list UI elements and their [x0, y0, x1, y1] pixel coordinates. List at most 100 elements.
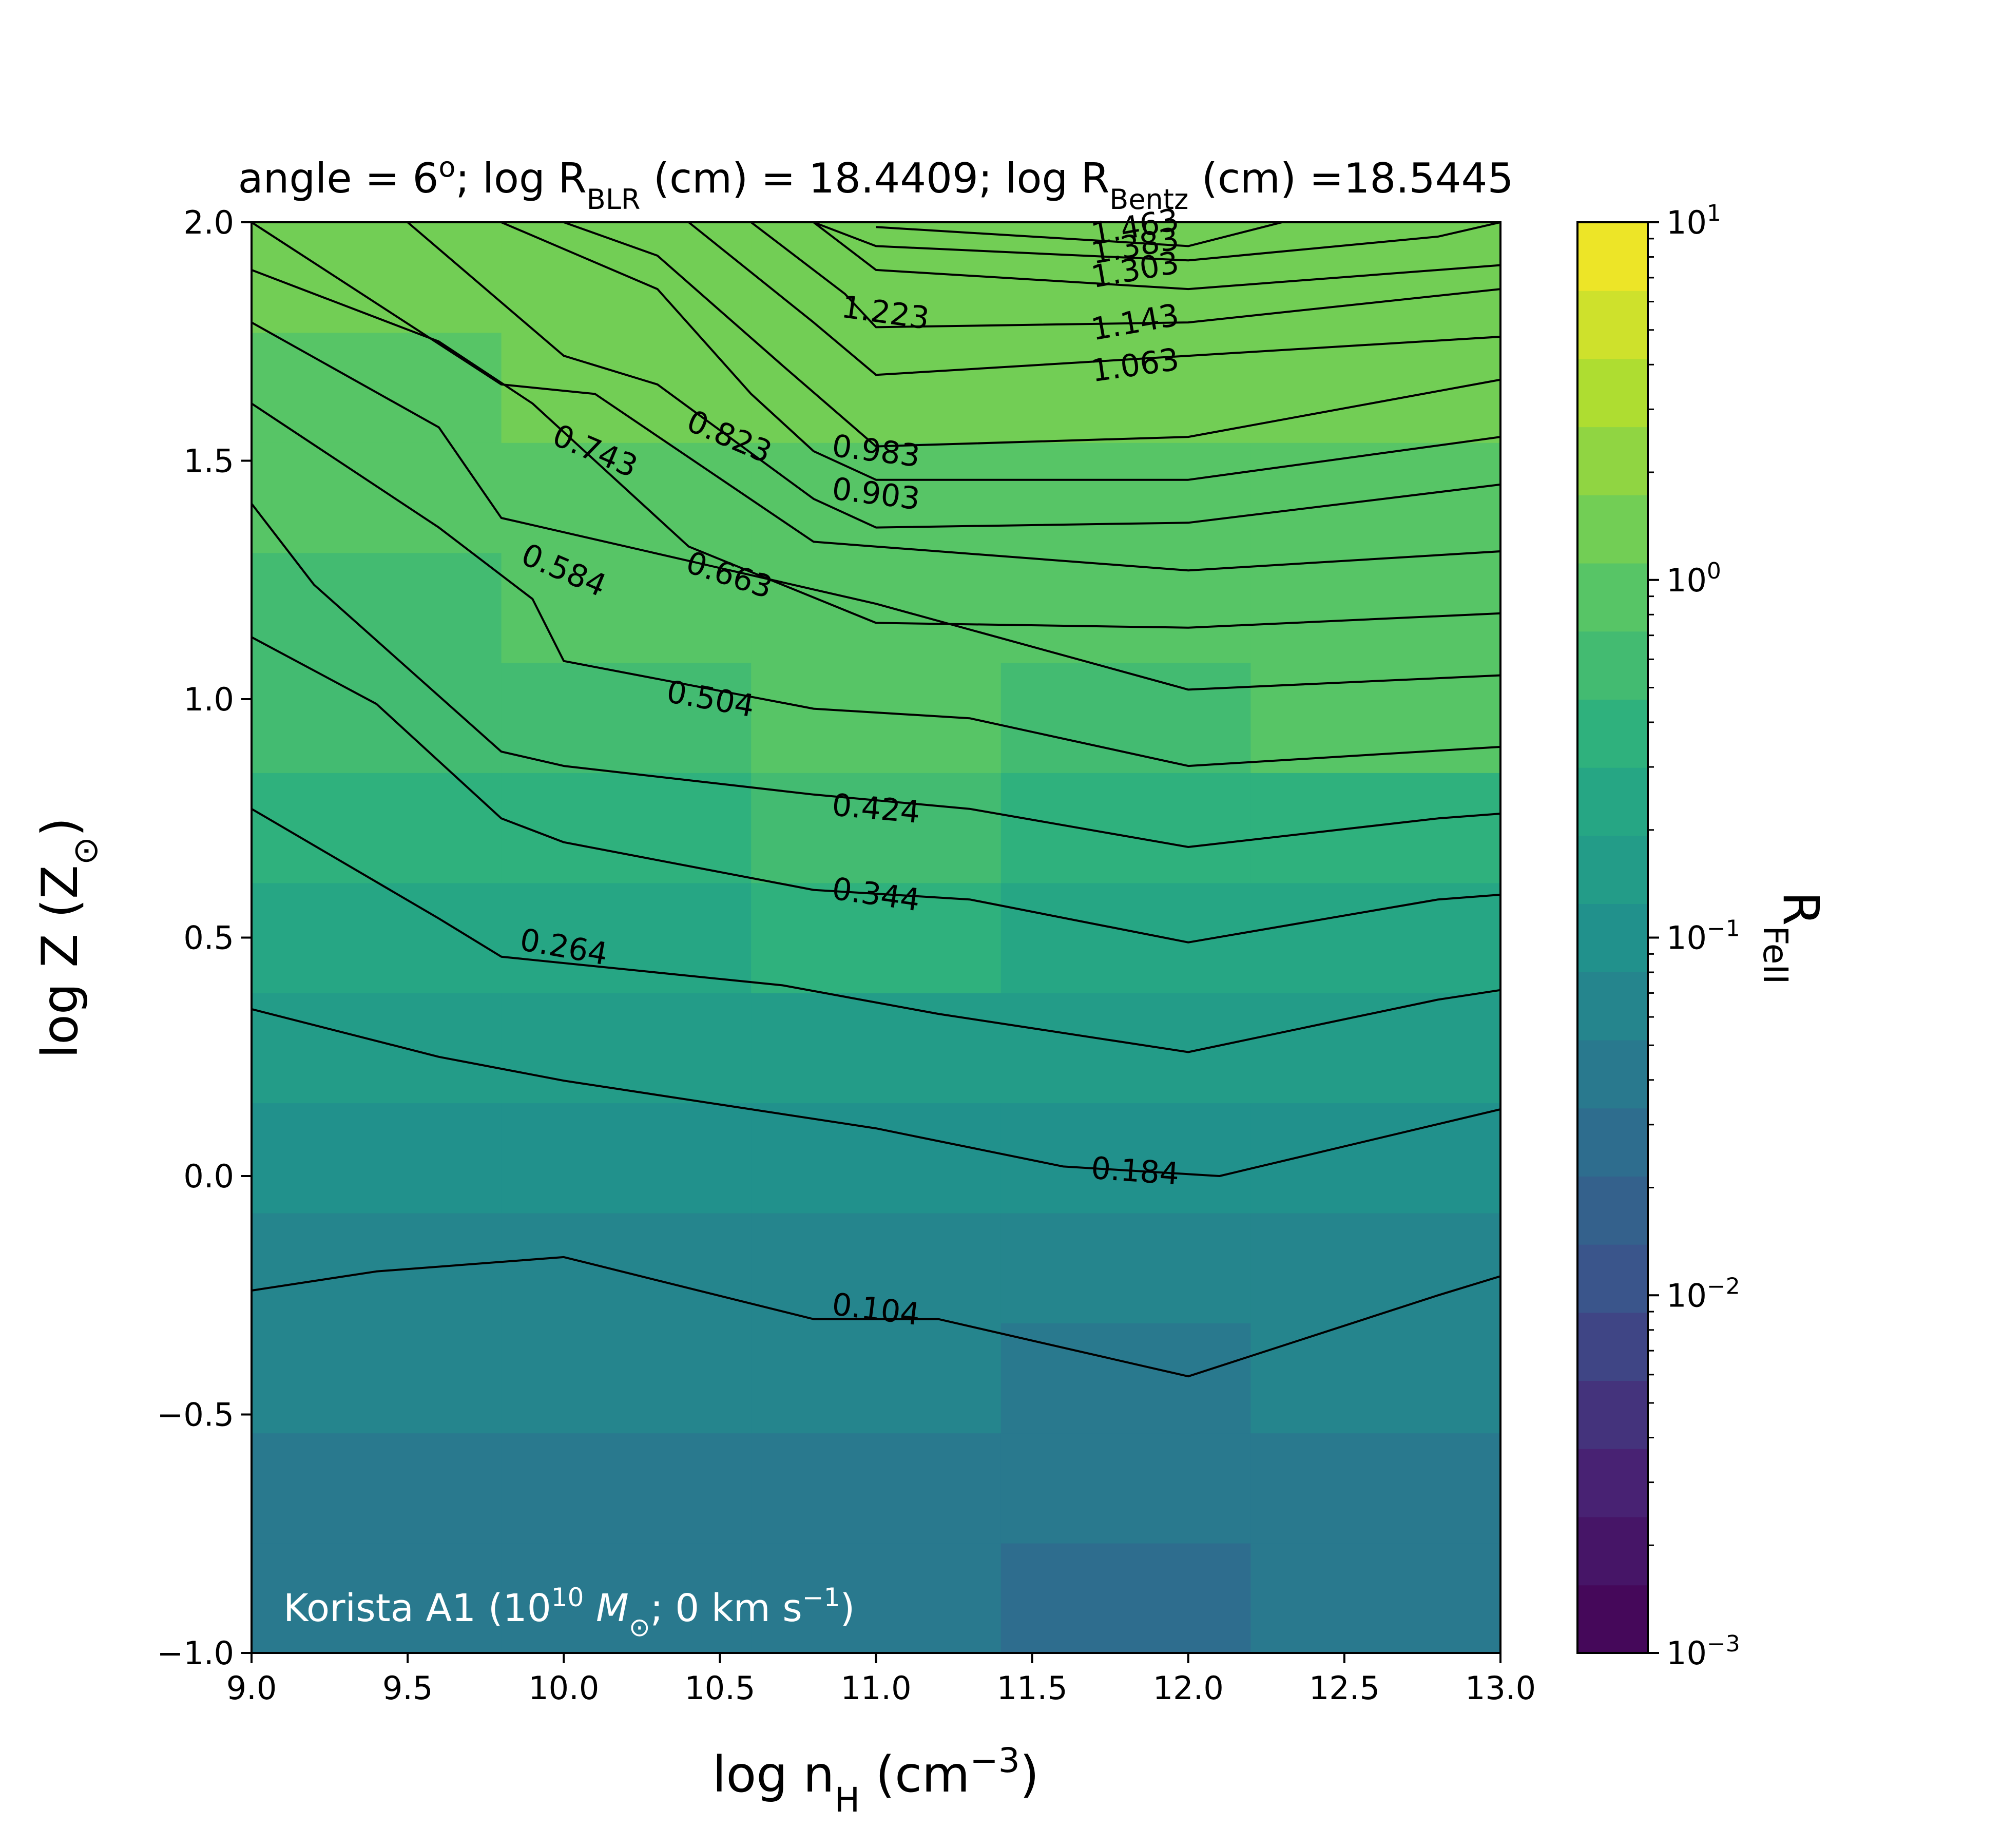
contour-lines	[252, 222, 1500, 1378]
colorbar-band	[1577, 1448, 1648, 1517]
heatmap-cell	[1250, 442, 1500, 553]
heatmap-cell	[501, 1433, 752, 1544]
y-tick-label: 1.5	[183, 442, 234, 480]
contour-line-0.104	[252, 1256, 1500, 1378]
heatmap-cell	[252, 1212, 502, 1323]
heatmap-cell	[1000, 992, 1252, 1104]
contour-line-1.143	[750, 222, 1500, 329]
x-tick-label: 12.0	[1153, 1669, 1224, 1707]
heatmap-cell	[1250, 992, 1500, 1104]
y-tick-label: 1.0	[183, 681, 234, 718]
y-tick-label: 0.0	[183, 1158, 234, 1195]
heatmap-cell	[252, 1322, 502, 1434]
heatmap-cell	[1000, 552, 1252, 663]
contour-label-group: 0.424	[831, 787, 921, 831]
x-tick-label: 10.5	[684, 1669, 755, 1707]
contour-line-0.823	[407, 222, 1500, 529]
heatmap-cell	[252, 442, 502, 553]
colorbar-band	[1577, 631, 1648, 700]
x-tick-label: 12.5	[1309, 1669, 1380, 1707]
contour-line-0.504	[252, 402, 1500, 767]
heatmap-cell	[252, 992, 502, 1104]
contour-line-0.903	[500, 222, 1500, 481]
colorbar-band	[1577, 1312, 1648, 1381]
x-tick-label: 11.0	[840, 1669, 911, 1707]
colorbar-ticks: 10−3 10−2 10−1 100 101	[1648, 200, 1740, 1672]
contour-line-0.264	[252, 807, 1500, 1053]
colorbar-band	[1577, 222, 1648, 291]
colorbar-band	[1577, 563, 1648, 632]
heatmap-cell	[1250, 1433, 1500, 1544]
heatmap-cell	[1250, 1322, 1500, 1434]
heatmap-cell	[1000, 1433, 1252, 1544]
heatmap-cell	[501, 772, 752, 883]
x-tick-label: 9.0	[226, 1669, 277, 1707]
heatmap-cell	[751, 1322, 1002, 1434]
heatmap-cell	[501, 1543, 752, 1653]
heatmap-cell	[751, 992, 1002, 1104]
heatmap-cell	[501, 1322, 752, 1434]
heatmap-cell	[751, 552, 1002, 663]
colorbar-band	[1577, 1585, 1648, 1653]
heatmap-cell	[751, 1543, 1002, 1653]
heatmap-cells	[252, 222, 1500, 1653]
heatmap-cell	[1250, 662, 1500, 773]
colorbar-band	[1577, 358, 1648, 428]
colorbar-band	[1577, 494, 1648, 564]
colorbar-band	[1577, 767, 1648, 836]
heatmap-cell	[501, 882, 752, 993]
contour-label: 0.424	[831, 787, 921, 831]
heatmap-cell	[751, 442, 1002, 553]
y-tick-label: −0.5	[157, 1396, 234, 1434]
heatmap-cell	[751, 1212, 1002, 1323]
colorbar-band	[1577, 835, 1648, 904]
y-axis-ticks: −1.0 −0.5 0.0 0.5 1.0 1.5 2.0	[157, 204, 252, 1672]
heatmap-cell	[751, 1103, 1002, 1214]
heatmap-cell	[252, 882, 502, 993]
heatmap-cell	[501, 1103, 752, 1214]
x-tick-label: 13.0	[1465, 1669, 1536, 1707]
colorbar	[1577, 222, 1648, 1653]
contour-line-1.303	[813, 222, 1500, 262]
heatmap-cell	[1000, 332, 1252, 443]
y-tick-label: −1.0	[157, 1634, 234, 1672]
heatmap-cell	[252, 1543, 502, 1653]
heatmap-cell	[252, 1433, 502, 1544]
heatmap-cell	[501, 662, 752, 773]
heatmap-cell	[751, 222, 1002, 333]
colorbar-band	[1577, 699, 1648, 768]
heatmap-cell	[1000, 1322, 1252, 1434]
contour-label-group: 0.184	[1090, 1150, 1180, 1192]
heatmap-cell	[501, 332, 752, 443]
colorbar-band	[1577, 1244, 1648, 1313]
heatmap-cell	[501, 552, 752, 663]
colorbar-tick-label: 10−2	[1666, 1273, 1740, 1315]
colorbar-tick-label: 10−1	[1666, 915, 1740, 957]
heatmap-cell	[252, 552, 502, 663]
colorbar-label: RFeII	[1756, 892, 1830, 985]
heatmap-cell	[1250, 222, 1500, 333]
heatmap-cell	[252, 332, 502, 443]
heatmap-cell	[501, 1212, 752, 1323]
heatmap-cell	[501, 992, 752, 1104]
heatmap-cell	[1250, 1103, 1500, 1214]
colorbar-band	[1577, 1176, 1648, 1245]
x-axis-label: log nH (cm−3)	[713, 1741, 1039, 1820]
heatmap-cell	[252, 222, 502, 333]
contour-line-0.584	[252, 321, 1500, 691]
model-annotation: Korista A1 (1010 M⊙; 0 km s−1)	[283, 1583, 855, 1642]
contour-line-0.983	[563, 222, 1500, 448]
contour-line-0.424	[252, 503, 1500, 848]
contour-line-0.184	[252, 1008, 1500, 1177]
heatmap-cell	[1000, 442, 1252, 553]
heatmap-cell	[252, 1103, 502, 1214]
x-axis-ticks: 9.0 9.5 10.0 10.5 11.0 11.5 12.0 12.5 13.0	[226, 1653, 1536, 1707]
contour-line-1.063	[688, 222, 1500, 376]
heatmap-cell	[751, 772, 1002, 883]
heatmap-cell	[1000, 662, 1252, 773]
contour-line-1.223	[813, 222, 1500, 291]
heatmap-cell	[1250, 1212, 1500, 1323]
heatmap-cell	[1250, 882, 1500, 993]
colorbar-band	[1577, 290, 1648, 359]
